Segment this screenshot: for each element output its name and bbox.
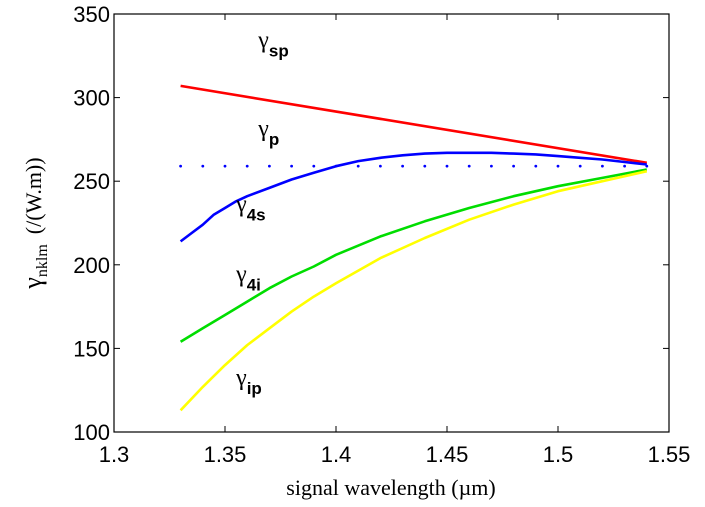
x-tick-label: 1.5 — [543, 442, 574, 467]
series-dotted-point — [356, 164, 360, 168]
series-dotted-point — [312, 164, 316, 168]
x-tick-label: 1.3 — [99, 442, 130, 467]
series-annotation: γ4s — [235, 191, 266, 224]
x-tick-label: 1.4 — [321, 442, 352, 467]
y-axis-label-symbol: γ — [18, 277, 47, 290]
series-dotted-point — [179, 164, 183, 168]
y-tick-label: 100 — [73, 420, 110, 445]
x-tick-label: 1.35 — [204, 442, 247, 467]
series-line-3 — [179, 169, 648, 412]
series-line-2 — [179, 168, 648, 343]
series-dotted-point — [334, 164, 338, 168]
series-line-1 — [179, 151, 647, 243]
series-dotted-point — [623, 164, 626, 168]
plot-frame — [113, 13, 670, 433]
y-tick-label: 150 — [73, 336, 110, 361]
series-annotation: γp — [257, 116, 279, 149]
tick-layer: 1.3 1.35 1.4 1.45 1.5 1.55 100 150 200 250 300 350 — [73, 2, 690, 467]
plot-area — [114, 14, 669, 432]
series-dotted-point — [423, 164, 427, 168]
series-annotation: γip — [235, 365, 262, 398]
series-dotted-point — [268, 164, 271, 168]
y-tick-label: 250 — [73, 169, 110, 194]
series-annotation: γsp — [257, 27, 288, 60]
x-tick-label: 1.45 — [426, 442, 469, 467]
series-dotted-point — [290, 164, 293, 168]
series-dotted-point — [223, 164, 227, 168]
series-dotted-point — [601, 164, 604, 168]
y-axis-label-unit: (/(W.m)) — [21, 157, 46, 234]
series-dotted-point — [401, 164, 404, 168]
x-tick-label: 1.55 — [648, 442, 691, 467]
series-dotted-point — [445, 164, 449, 168]
y-tick-label: 350 — [73, 2, 110, 27]
y-axis-label-subscript: nklm — [34, 244, 51, 277]
series-dotted-point — [490, 164, 493, 168]
series-dotted-point — [556, 164, 560, 168]
series-dotted-point — [645, 164, 649, 168]
x-axis-label: signal wavelength (µm) — [286, 475, 495, 500]
y-axis-label: γnklm (/(W.m)) — [18, 157, 51, 289]
series-dotted-point — [512, 164, 515, 168]
series-dotted-point — [201, 164, 205, 168]
series-dotted-point — [245, 164, 249, 168]
series-dotted-point — [534, 164, 538, 168]
series-line-0 — [180, 84, 648, 165]
y-tick-label: 300 — [73, 86, 110, 111]
y-tick-label: 200 — [73, 253, 110, 278]
series-dotted-point — [467, 164, 471, 168]
series-dotted-point — [578, 164, 582, 168]
series-dotted-point — [379, 164, 382, 168]
series-layer — [179, 84, 649, 412]
series-annotation: γ4i — [235, 262, 261, 295]
annotation-layer: γsp γp γ4s γ4i γip — [235, 27, 289, 398]
